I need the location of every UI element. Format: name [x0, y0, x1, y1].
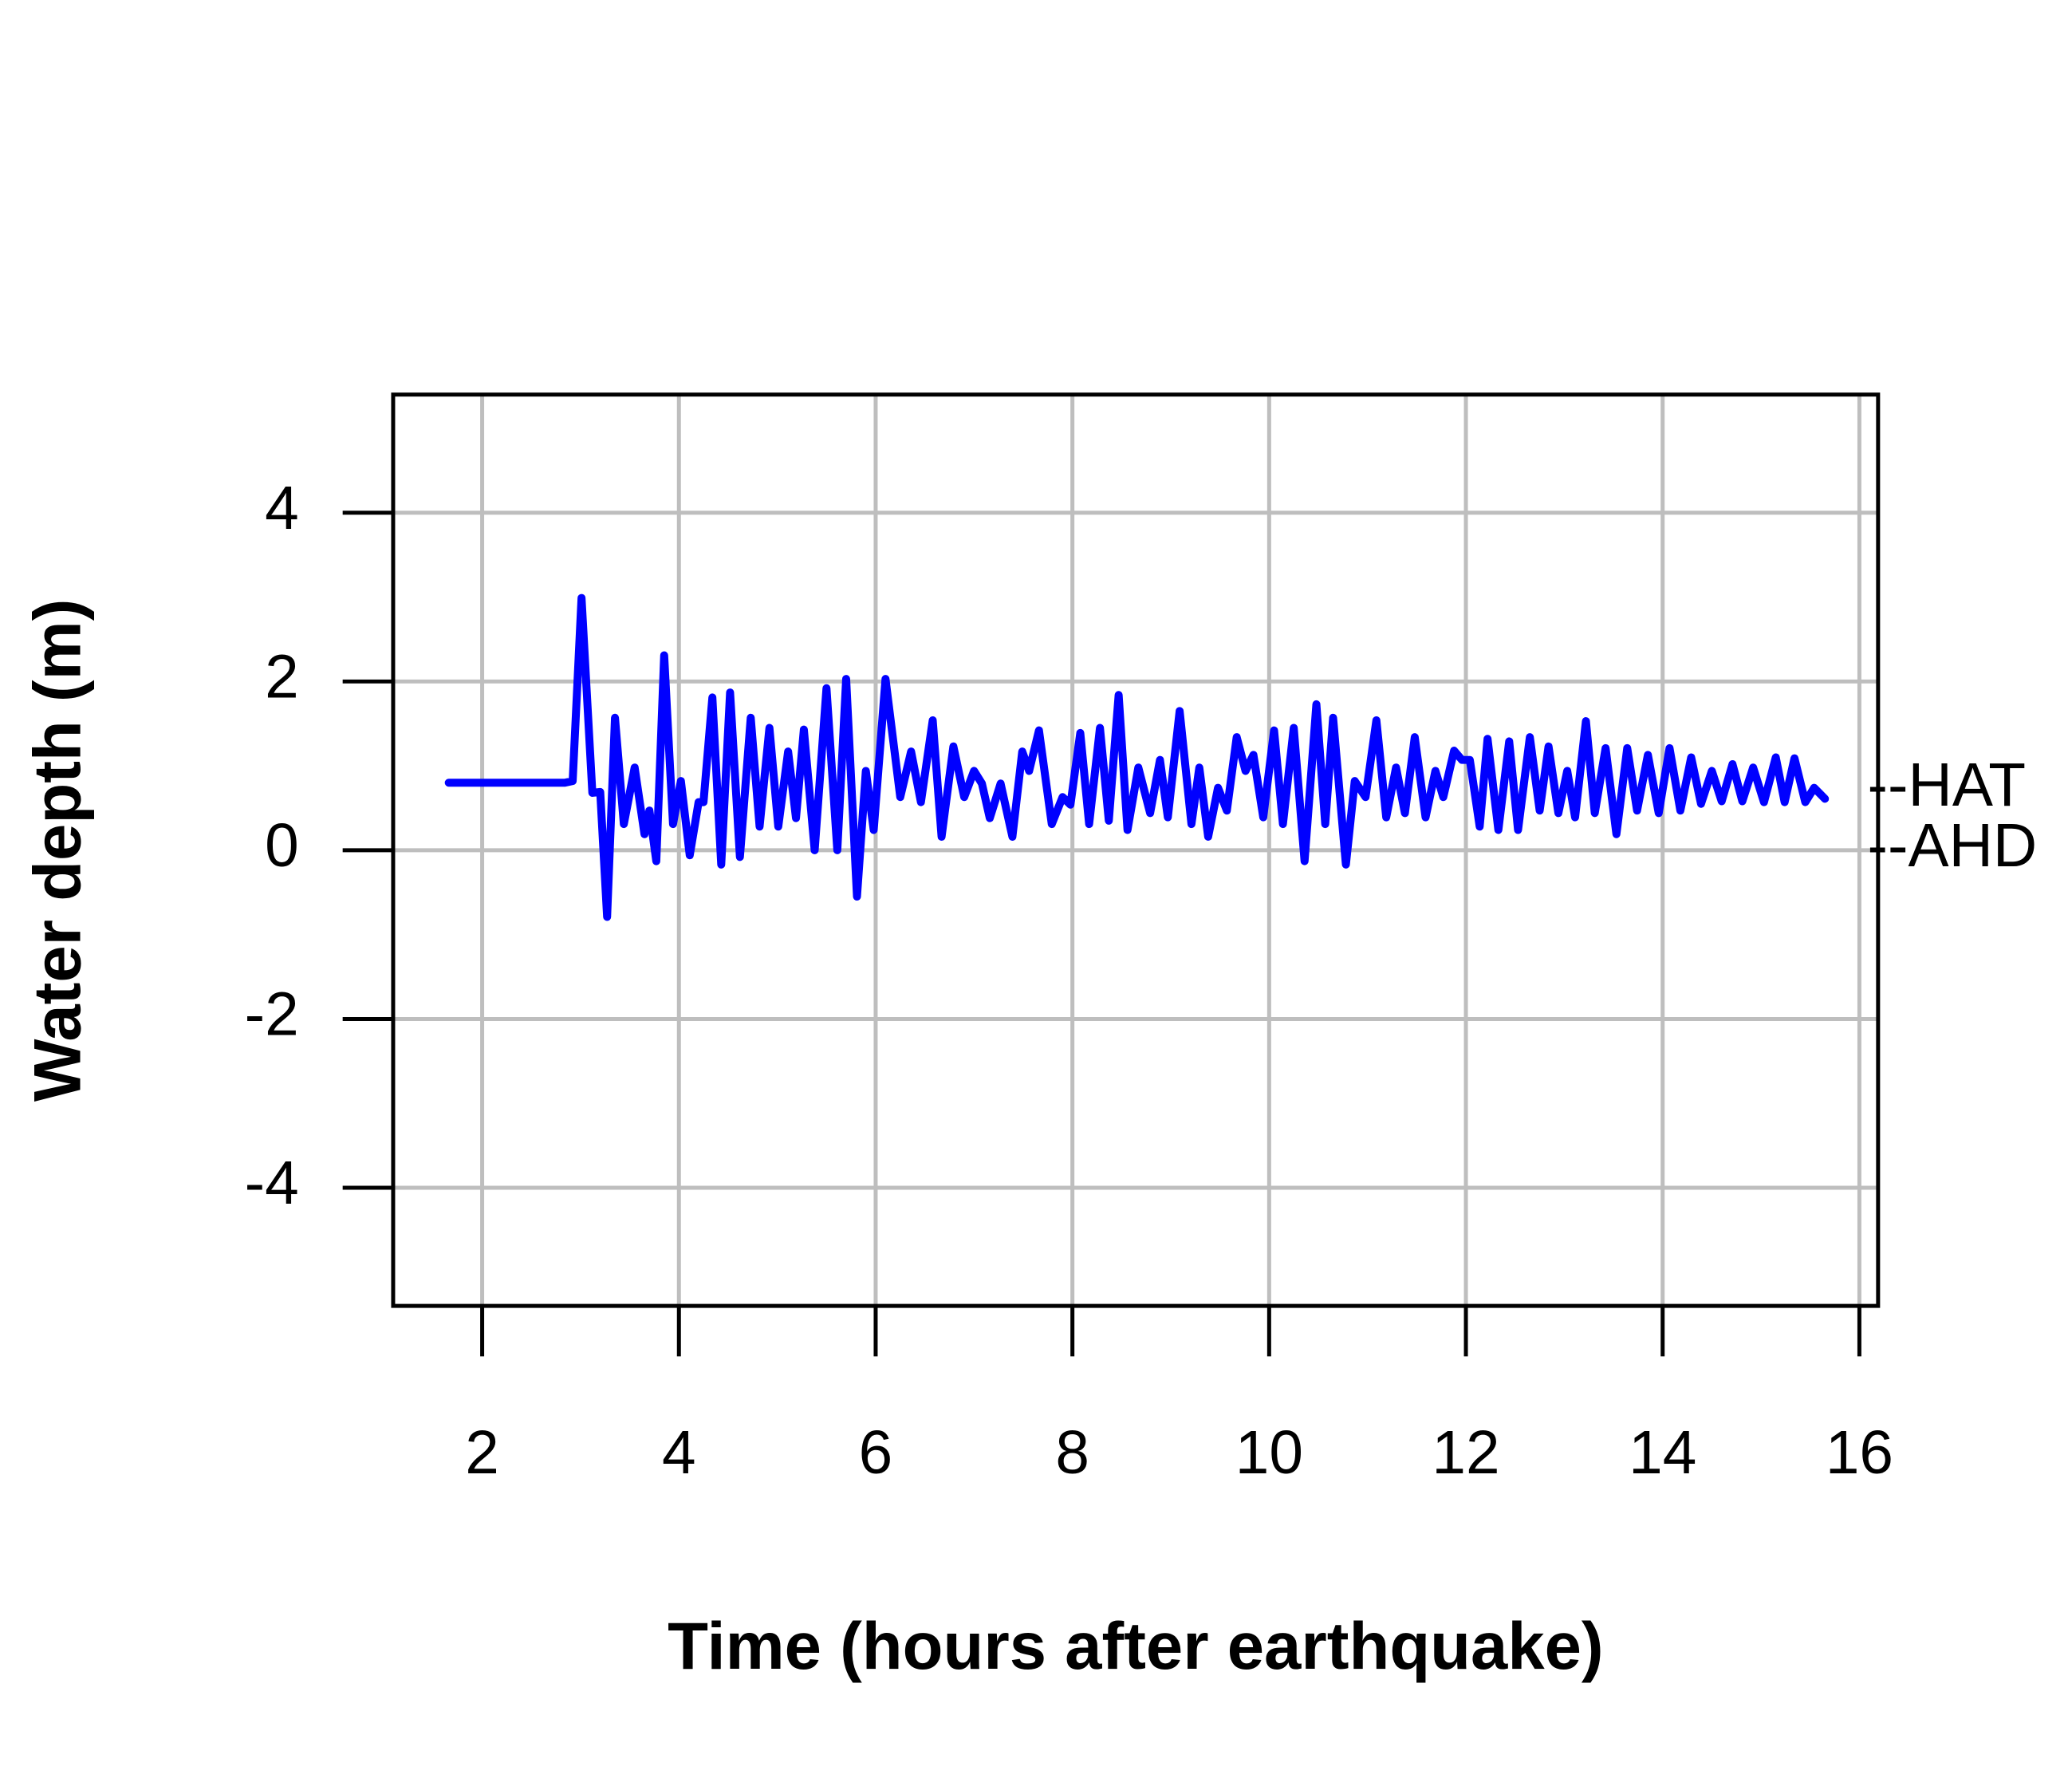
x-tick-label: 4: [662, 1419, 696, 1487]
plot-frame: [391, 392, 1881, 1308]
x-axis-label: Time (hours after earthquake): [668, 1609, 1604, 1683]
y-tick-label: 2: [265, 644, 299, 712]
y-tick-label: -2: [245, 981, 299, 1049]
y-tick-label: 4: [265, 475, 299, 542]
series-line: [444, 593, 1830, 921]
x-tick-label: 6: [859, 1419, 893, 1487]
x-tick-label: 2: [465, 1419, 499, 1487]
x-tick-label: 14: [1629, 1419, 1696, 1487]
annotation: --AHD: [1868, 812, 2038, 880]
y-tick-label: 0: [265, 812, 299, 880]
y-tick-label: -4: [245, 1149, 299, 1217]
x-tick-label: 10: [1235, 1419, 1303, 1487]
y-axis-label: Water depth (m): [20, 599, 94, 1102]
x-tick-label: 12: [1432, 1419, 1499, 1487]
x-tick-label: 16: [1826, 1419, 1893, 1487]
annotation: --HAT: [1868, 751, 2027, 819]
x-tick-label: 8: [1055, 1419, 1089, 1487]
